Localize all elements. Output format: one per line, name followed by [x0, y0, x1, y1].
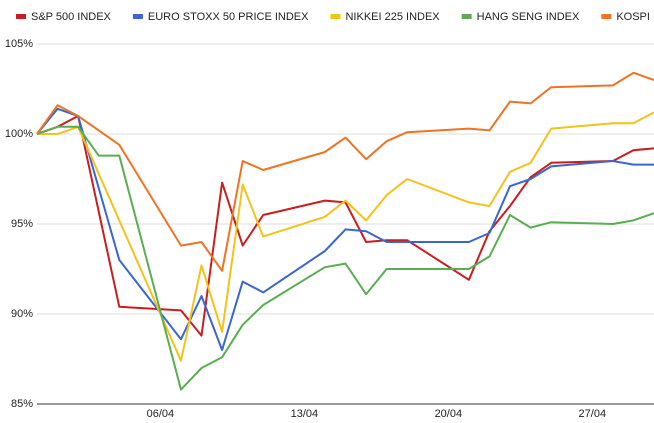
y-tick-label: 95%: [11, 218, 33, 230]
y-tick-label: 85%: [11, 398, 33, 410]
x-tick-label: 20/04: [435, 408, 463, 420]
legend-swatch: [461, 14, 472, 19]
legend-label: HANG SENG INDEX: [477, 11, 580, 23]
series-line: [36, 125, 654, 391]
y-tick-label: 90%: [11, 308, 33, 320]
legend-label: NIKKEI 225 INDEX: [345, 11, 440, 23]
legend-label: S&P 500 INDEX: [31, 11, 112, 23]
y-tick-label: 105%: [5, 38, 33, 50]
legend-swatch: [16, 14, 26, 19]
legend-label: EURO STOXX 50 PRICE INDEX: [148, 11, 309, 23]
legend-swatch: [601, 14, 612, 19]
series-line: [37, 111, 654, 362]
y-tick-label: 100%: [5, 128, 33, 140]
series-line: [36, 107, 654, 351]
series-line: [36, 71, 654, 272]
legend-label: KOSPI: [616, 11, 650, 23]
x-tick-label: 13/04: [291, 408, 319, 420]
legend-swatch: [330, 14, 341, 19]
series-line: [36, 115, 654, 337]
x-tick-label: 06/04: [147, 408, 175, 420]
legend-swatch: [132, 14, 143, 19]
x-tick-label: 27/04: [579, 408, 607, 420]
